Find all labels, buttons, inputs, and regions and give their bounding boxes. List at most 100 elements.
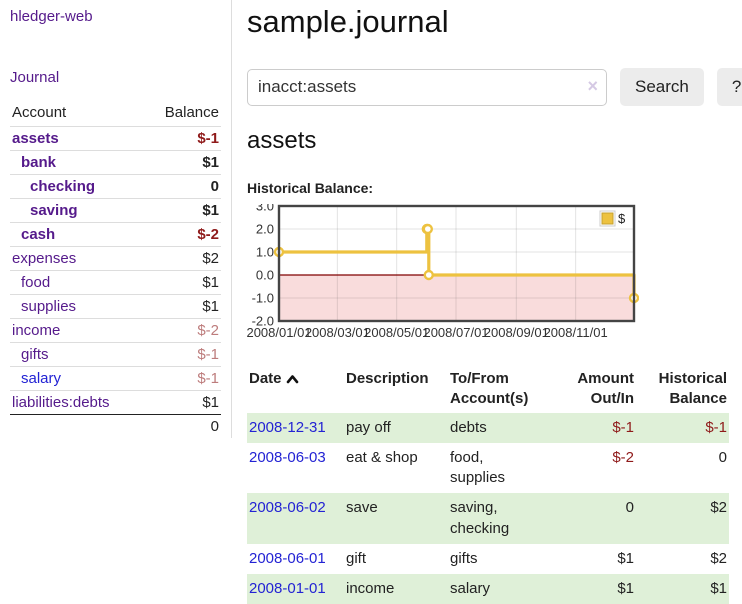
page-title: sample.journal (247, 4, 742, 40)
svg-text:2.0: 2.0 (256, 222, 274, 237)
account-balance: $2 (144, 247, 221, 271)
register-header-date[interactable]: Date (247, 366, 344, 413)
transaction-accounts: saving, checking (448, 493, 548, 544)
sidebar-account-link[interactable]: expenses (12, 250, 76, 267)
transaction-description: gift (344, 544, 448, 574)
transaction-date-link[interactable]: 2008-12-31 (249, 419, 326, 436)
transaction-date-link[interactable]: 2008-06-01 (249, 550, 326, 567)
register-table: Date Description To/From Account(s) Amou… (247, 366, 729, 604)
account-balance: $1 (144, 151, 221, 175)
transaction-amount: $-2 (548, 443, 636, 494)
help-button[interactable]: ? (717, 68, 742, 106)
sidebar-item-journal[interactable]: Journal (10, 69, 221, 86)
sidebar-account-link[interactable]: salary (21, 370, 61, 387)
svg-text:3.0: 3.0 (256, 204, 274, 214)
transaction-description: pay off (344, 413, 448, 443)
transaction-amount: $1 (548, 544, 636, 574)
account-row: cash $-2 (10, 223, 221, 247)
clear-search-icon[interactable]: × (587, 76, 598, 97)
sidebar-account-link[interactable]: food (21, 274, 50, 291)
accounts-total-row: 0 (10, 415, 221, 439)
account-row: food $1 (10, 271, 221, 295)
main-content: sample.journal × Search ? assets Histori… (232, 0, 742, 604)
sidebar-account-link[interactable]: bank (21, 154, 56, 171)
account-row: income $-2 (10, 319, 221, 343)
transaction-amount: $-1 (548, 413, 636, 443)
transaction-amount: $1 (548, 574, 636, 604)
svg-text:2008/05/01: 2008/05/01 (364, 325, 429, 340)
account-title: assets (247, 127, 742, 155)
sidebar-account-link[interactable]: checking (30, 178, 95, 195)
sidebar-account-link[interactable]: cash (21, 226, 55, 243)
chart-label: Historical Balance: (247, 180, 742, 196)
svg-text:$: $ (618, 211, 626, 226)
account-row: supplies$1 (10, 295, 221, 319)
transaction-accounts: food, supplies (448, 443, 548, 494)
svg-text:0.0: 0.0 (256, 268, 274, 283)
register-header-description: Description (344, 366, 448, 413)
transaction-date-link[interactable]: 2008-06-02 (249, 499, 326, 516)
account-row: expenses $2 (10, 247, 221, 271)
account-balance: $1 (144, 391, 221, 415)
sidebar: hledger-web Journal Account Balance asse… (0, 0, 232, 438)
search-input[interactable] (247, 69, 607, 106)
transaction-balance: $1 (636, 574, 729, 604)
register-header-balance: Historical Balance (636, 366, 729, 413)
search-form: × Search ? (247, 68, 742, 106)
transaction-amount: 0 (548, 493, 636, 544)
svg-text:2008/01/01: 2008/01/01 (247, 325, 312, 340)
transaction-balance: $-1 (636, 413, 729, 443)
account-balance: $1 (144, 199, 221, 223)
sidebar-account-link[interactable]: income (12, 322, 60, 339)
brand-link[interactable]: hledger-web (10, 8, 221, 25)
transaction-balance: 0 (636, 443, 729, 494)
register-header-amount: Amount Out/In (548, 366, 636, 413)
account-row: checking 0 (10, 175, 221, 199)
account-balance: 0 (144, 175, 221, 199)
search-button[interactable]: Search (620, 68, 704, 106)
sidebar-account-link[interactable]: supplies (21, 298, 76, 315)
register-header-accounts: To/From Account(s) (448, 366, 548, 413)
register-header-row: Date Description To/From Account(s) Amou… (247, 366, 729, 413)
svg-text:-1.0: -1.0 (252, 291, 274, 306)
transaction-description: income (344, 574, 448, 604)
account-row: assets $-1 (10, 127, 221, 151)
account-row: gifts $-1 (10, 343, 221, 367)
account-row: saving $1 (10, 199, 221, 223)
sort-ascending-icon (286, 370, 299, 390)
sidebar-account-link[interactable]: saving (30, 202, 78, 219)
transaction-balance: $2 (636, 493, 729, 544)
accounts-header-account: Account (10, 101, 144, 127)
account-balance: $1 (144, 271, 221, 295)
account-balance: $-2 (144, 319, 221, 343)
transaction-date-link[interactable]: 2008-06-03 (249, 449, 326, 466)
transaction-balance: $2 (636, 544, 729, 574)
transaction-date-link[interactable]: 2008-01-01 (249, 580, 326, 597)
account-balance: $-2 (144, 223, 221, 247)
sidebar-account-link[interactable]: gifts (21, 346, 49, 363)
account-row: bank $1 (10, 151, 221, 175)
account-balance: $-1 (144, 343, 221, 367)
sidebar-account-link[interactable]: assets (12, 130, 59, 147)
svg-text:2008/11/01: 2008/11/01 (544, 325, 608, 340)
transaction-accounts: salary (448, 574, 548, 604)
account-row: liabilities:debts $1 (10, 391, 221, 415)
account-row: salary $-1 (10, 367, 221, 391)
account-balance: $-1 (144, 127, 221, 151)
transaction-accounts: gifts (448, 544, 548, 574)
svg-text:2008/09/01: 2008/09/01 (484, 325, 549, 340)
account-balance: $-1 (144, 367, 221, 391)
sidebar-account-link[interactable]: liabilities:debts (12, 394, 110, 411)
accounts-total-value: 0 (144, 415, 221, 439)
transaction-description: eat & shop (344, 443, 448, 494)
svg-text:2008/07/01: 2008/07/01 (423, 325, 488, 340)
svg-text:1.0: 1.0 (256, 245, 274, 260)
